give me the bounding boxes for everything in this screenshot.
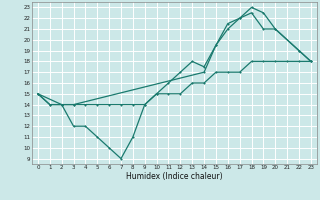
X-axis label: Humidex (Indice chaleur): Humidex (Indice chaleur): [126, 172, 223, 181]
